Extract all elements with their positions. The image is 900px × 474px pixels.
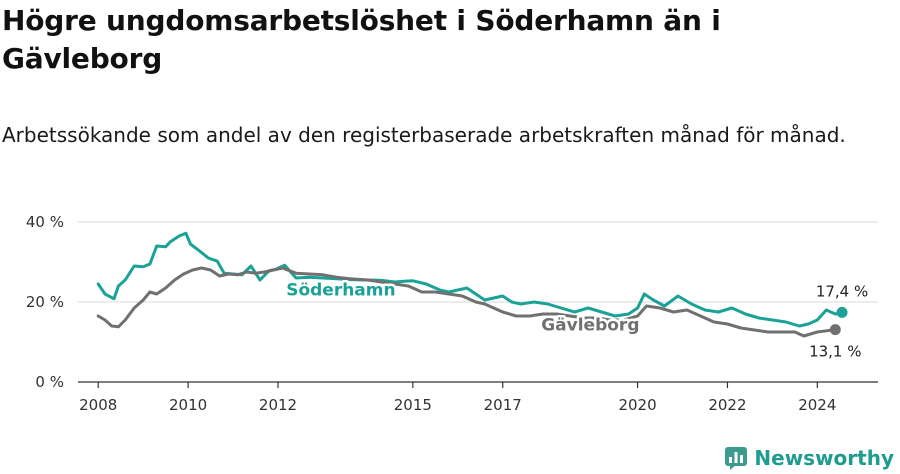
series-end-point-gavleborg — [829, 324, 841, 336]
series-lines — [96, 231, 848, 338]
series-label-soderhamn: Söderhamn — [286, 281, 395, 301]
newsworthy-logo-icon — [725, 447, 748, 470]
x-tick-label: 2010 — [169, 396, 207, 414]
page-title: Högre ungdomsarbetslöshet i Söderhamn än… — [2, 4, 721, 75]
x-tick-label: 2017 — [484, 396, 522, 414]
chart-subtitle: Arbetssökande som andel av den registerb… — [2, 123, 846, 147]
y-tick-label: 20 % — [26, 293, 64, 311]
x-tick-label: 2024 — [798, 396, 836, 414]
y-tick-label: 40 % — [26, 213, 64, 231]
series-labels: 17,4 % 13,1 % Söderhamn Gävleborg — [284, 278, 869, 361]
series-label-gavleborg: Gävleborg — [541, 315, 639, 335]
y-tick-label: 0 % — [35, 373, 64, 391]
series-line-gavleborg — [96, 266, 837, 338]
end-value-label-gavleborg: 13,1 % — [809, 343, 861, 361]
x-tick-label: 2022 — [708, 396, 746, 414]
series-line-soderhamn — [96, 231, 844, 328]
brand-name: Newsworthy — [754, 446, 894, 470]
grid-lines — [78, 221, 878, 303]
brand-logo: Newsworthy — [724, 446, 894, 470]
end-value-label-soderhamn: 17,4 % — [816, 282, 868, 300]
x-tick-label: 2015 — [394, 396, 432, 414]
x-axis: 2008 2010 2012 2015 2017 2020 2022 2024 — [78, 381, 878, 414]
x-tick-label: 2012 — [259, 396, 297, 414]
y-axis-tick-labels: 0 % 20 % 40 % — [26, 213, 64, 391]
x-tick-label: 2020 — [618, 396, 656, 414]
series-end-point-soderhamn — [836, 306, 848, 318]
x-tick-label: 2008 — [79, 396, 117, 414]
